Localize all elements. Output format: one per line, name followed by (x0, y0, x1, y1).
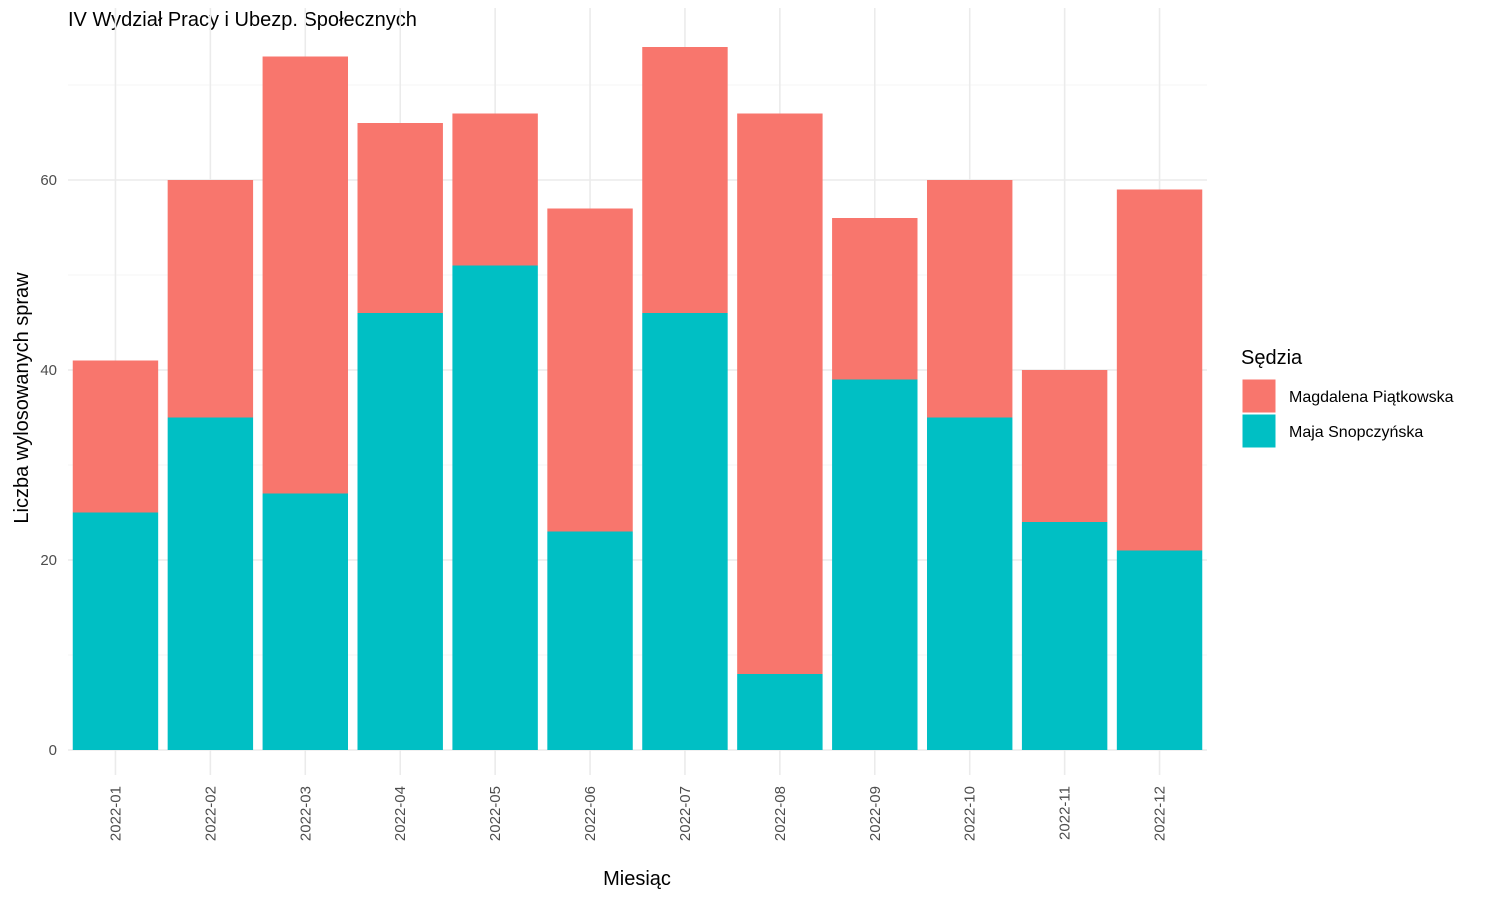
bar-segment (1116, 189, 1203, 551)
bar-segment (642, 313, 728, 750)
y-tick-label: 40 (40, 362, 57, 379)
x-tick-label: 2022-08 (772, 786, 789, 841)
x-tick-label: 2022-06 (582, 786, 599, 841)
bar-segment (72, 360, 159, 513)
bar-segment (1116, 550, 1203, 750)
bar-segment (832, 379, 918, 750)
bar-segment (547, 208, 633, 532)
bar-segment (926, 180, 1013, 418)
bar-segment (452, 265, 538, 750)
bar-segment (262, 493, 349, 750)
bar-segment (737, 113, 823, 674)
x-tick-label: 2022-04 (392, 786, 409, 841)
bar-segment (72, 512, 159, 750)
bar-segment (262, 56, 349, 494)
legend-label: Maja Snopczyńska (1289, 424, 1423, 441)
bars (72, 47, 1203, 750)
x-tick-label: 2022-09 (867, 786, 884, 841)
x-axis-title: Miesiąc (603, 868, 671, 890)
chart-title: IV Wydział Pracy i Ubezp. Społecznych (68, 9, 417, 31)
legend-label: Magdalena Piątkowska (1289, 389, 1454, 406)
bar-segment (167, 417, 254, 750)
bar-segment (926, 417, 1013, 750)
x-tick-label: 2022-01 (107, 786, 124, 841)
bar-segment (832, 218, 918, 380)
legend: Sędzia Magdalena Piątkowska Maja Snopczyń… (1241, 347, 1454, 449)
bar-segment (737, 674, 823, 750)
bar-segment (167, 180, 254, 418)
legend-title: Sędzia (1241, 347, 1303, 369)
legend-swatch (1241, 413, 1277, 449)
bar-segment (547, 531, 633, 750)
x-tick-label: 2022-07 (677, 786, 694, 841)
x-tick-label: 2022-12 (1152, 786, 1169, 841)
x-tick-label: 2022-02 (202, 786, 219, 841)
x-tick-label: 2022-05 (487, 786, 504, 841)
bar-segment (357, 123, 443, 313)
bar-segment (1021, 370, 1108, 522)
y-tick-label: 0 (49, 742, 57, 759)
bar-segment (1021, 522, 1108, 750)
x-tick-label: 2022-03 (297, 786, 314, 841)
legend-swatch (1241, 378, 1277, 414)
bar-segment (642, 47, 728, 313)
y-axis-ticks: 0 20 40 60 (40, 172, 57, 759)
x-tick-label: 2022-10 (962, 786, 979, 841)
y-tick-label: 20 (40, 552, 57, 569)
bar-segment (357, 313, 443, 750)
x-axis-ticks: 2022-01 2022-02 2022-03 2022-04 2022-05 2022-… (107, 786, 1168, 841)
bar-segment (452, 113, 538, 266)
y-tick-label: 60 (40, 172, 57, 189)
legend-items: Magdalena Piątkowska Maja Snopczyńska (1241, 378, 1454, 449)
x-tick-label: 2022-11 (1057, 786, 1074, 840)
y-axis-title: Liczba wylosowanych spraw (11, 272, 33, 524)
